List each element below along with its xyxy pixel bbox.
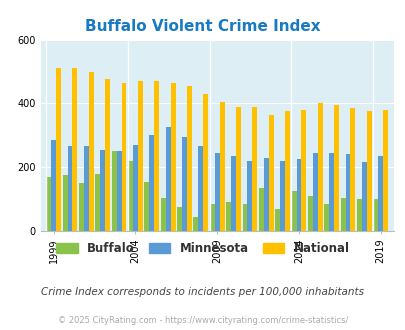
Bar <box>84 147 89 231</box>
Bar <box>170 82 175 231</box>
Bar <box>382 110 387 231</box>
Bar <box>198 147 203 231</box>
Bar <box>247 161 252 231</box>
Bar <box>79 183 84 231</box>
Bar <box>361 162 366 231</box>
Bar <box>72 68 77 231</box>
Bar <box>133 145 138 231</box>
Bar <box>193 216 198 231</box>
Bar <box>350 108 354 231</box>
Bar <box>252 107 257 231</box>
Bar <box>95 174 100 231</box>
Bar <box>144 182 149 231</box>
Bar <box>116 151 121 231</box>
Bar <box>345 154 350 231</box>
Text: © 2025 CityRating.com - https://www.cityrating.com/crime-statistics/: © 2025 CityRating.com - https://www.city… <box>58 315 347 325</box>
Bar <box>100 150 105 231</box>
Bar <box>284 112 289 231</box>
Bar <box>160 197 165 231</box>
Bar <box>177 207 181 231</box>
Bar <box>209 204 214 231</box>
Bar <box>242 204 247 231</box>
Bar <box>235 107 240 231</box>
Bar <box>307 196 312 231</box>
Bar <box>105 80 110 231</box>
Bar <box>263 158 268 231</box>
Bar <box>279 161 284 231</box>
Bar <box>296 159 301 231</box>
Bar <box>89 72 94 231</box>
Bar <box>328 153 333 231</box>
Bar <box>214 153 219 231</box>
Bar <box>340 197 345 231</box>
Bar <box>138 81 143 231</box>
Bar <box>186 86 192 231</box>
Bar <box>181 137 186 231</box>
Bar <box>230 156 235 231</box>
Bar <box>128 161 133 231</box>
Bar <box>56 68 61 231</box>
Bar <box>111 151 116 231</box>
Bar <box>219 102 224 231</box>
Bar <box>268 115 273 231</box>
Bar <box>226 202 230 231</box>
Bar <box>165 127 170 231</box>
Bar <box>366 112 371 231</box>
Text: Crime Index corresponds to incidents per 100,000 inhabitants: Crime Index corresponds to incidents per… <box>41 287 364 297</box>
Bar <box>46 177 51 231</box>
Bar <box>62 175 67 231</box>
Bar <box>317 103 322 231</box>
Bar <box>154 81 159 231</box>
Legend: Buffalo, Minnesota, National: Buffalo, Minnesota, National <box>56 242 349 255</box>
Bar <box>333 105 338 231</box>
Bar <box>121 82 126 231</box>
Bar <box>258 188 263 231</box>
Text: Buffalo Violent Crime Index: Buffalo Violent Crime Index <box>85 19 320 34</box>
Bar <box>51 140 56 231</box>
Bar <box>67 147 72 231</box>
Bar <box>312 153 317 231</box>
Bar <box>373 199 377 231</box>
Bar <box>377 156 382 231</box>
Bar <box>356 199 361 231</box>
Bar <box>324 204 328 231</box>
Bar <box>301 110 306 231</box>
Bar <box>291 191 296 231</box>
Bar <box>203 94 208 231</box>
Bar <box>149 135 154 231</box>
Bar <box>275 209 279 231</box>
